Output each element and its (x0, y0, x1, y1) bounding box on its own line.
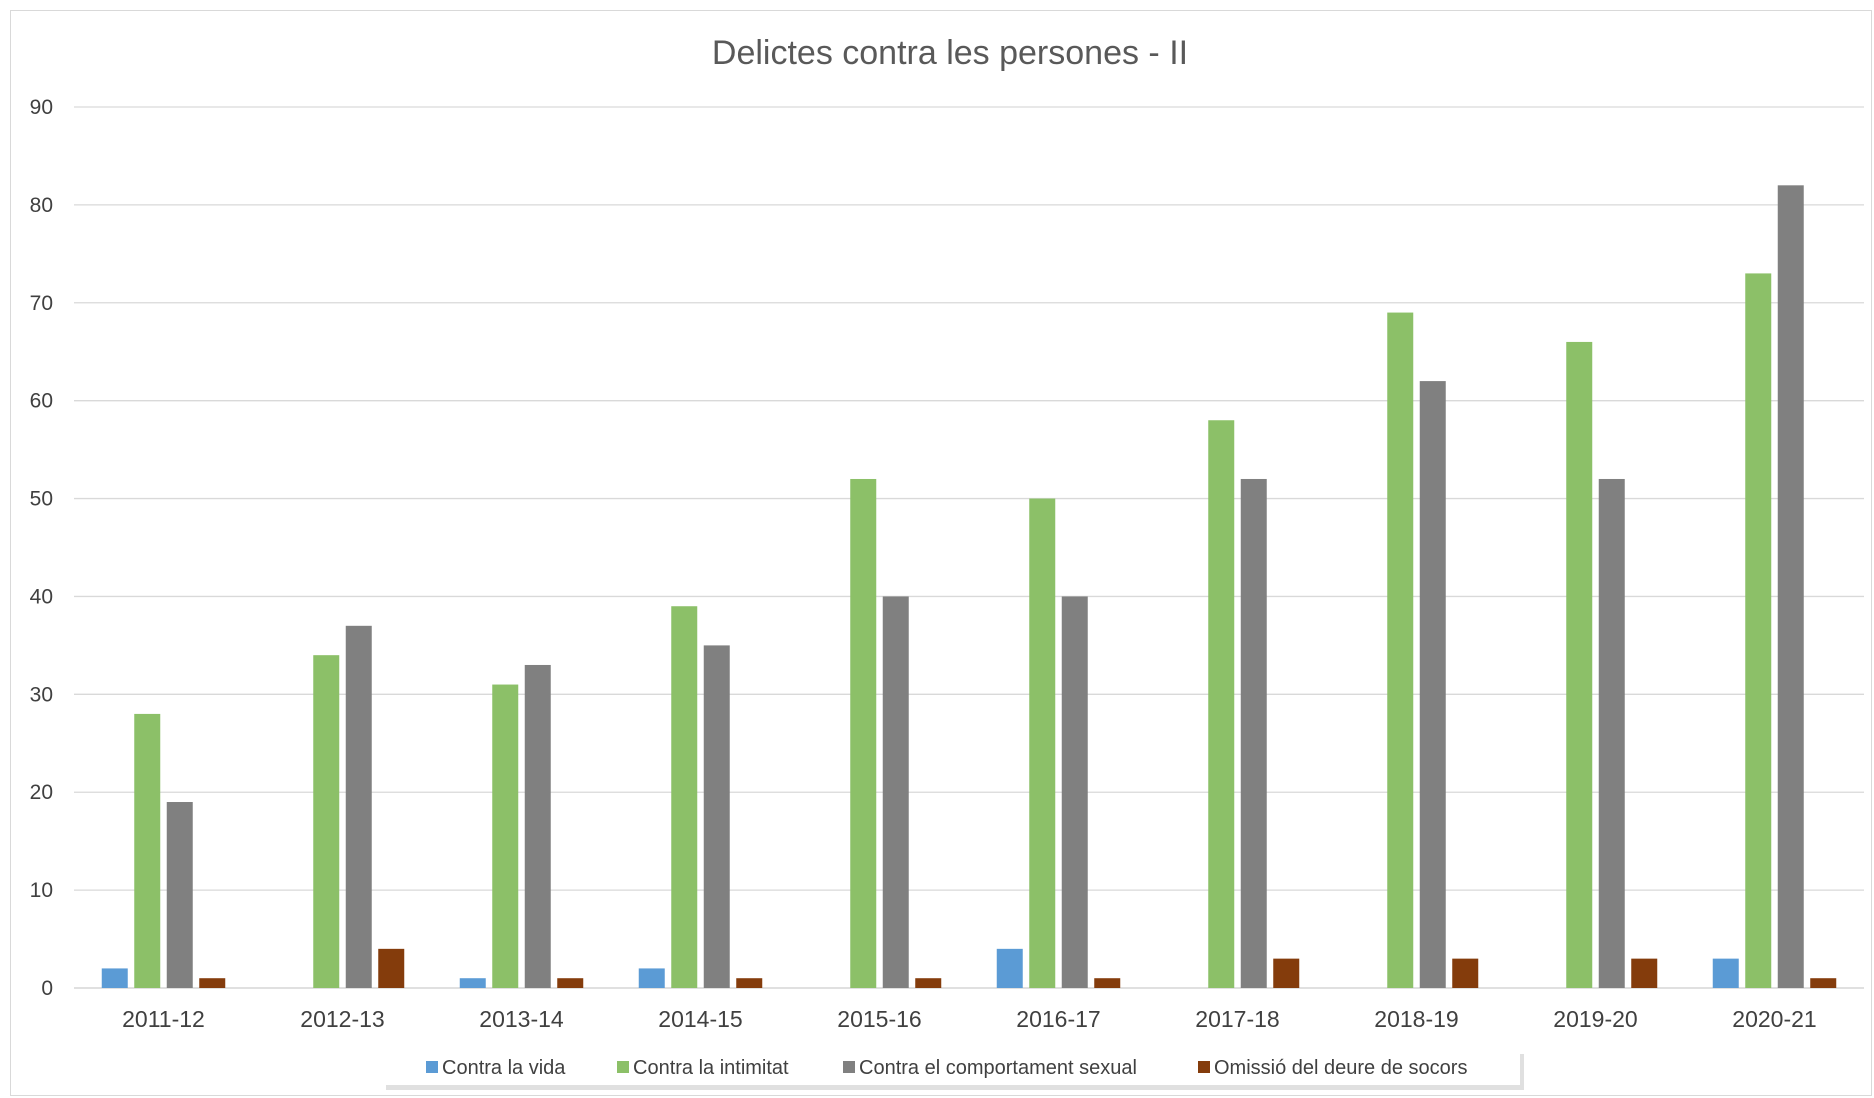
x-tick-label: 2012-13 (300, 1006, 384, 1032)
bar-omissi-del-deure-de-socors-2019-20 (1631, 958, 1658, 988)
chart-title: Delictes contra les persones - II (712, 34, 1188, 72)
bar-omissi-del-deure-de-socors-2015-16 (915, 978, 942, 988)
x-tick-label: 2020-21 (1732, 1006, 1816, 1032)
bar-omissi-del-deure-de-socors-2013-14 (557, 978, 584, 988)
bar-omissi-del-deure-de-socors-2016-17 (1094, 978, 1121, 988)
bar-omissi-del-deure-de-socors-2012-13 (378, 948, 405, 988)
legend-swatch (1198, 1061, 1210, 1073)
legend-swatch (426, 1061, 438, 1073)
y-tick-label: 10 (30, 879, 53, 902)
bar-contra-el-comportament-sexual-2016-17 (1061, 596, 1088, 988)
bar-contra-la-intimitat-2011-12 (134, 713, 161, 988)
x-tick-label: 2018-19 (1374, 1006, 1458, 1032)
bar-contra-la-intimitat-2015-16 (850, 478, 877, 988)
bar-contra-la-vida-2020-21 (1712, 958, 1739, 988)
y-tick-label: 90 (30, 96, 53, 119)
bar-omissi-del-deure-de-socors-2017-18 (1273, 958, 1300, 988)
x-tick-label: 2019-20 (1553, 1006, 1637, 1032)
bar-contra-el-comportament-sexual-2017-18 (1240, 478, 1267, 988)
x-tick-label: 2013-14 (479, 1006, 564, 1032)
bar-contra-el-comportament-sexual-2013-14 (524, 664, 551, 988)
bar-contra-la-intimitat-2020-21 (1745, 273, 1772, 988)
bar-contra-la-intimitat-2012-13 (313, 655, 340, 988)
bar-omissi-del-deure-de-socors-2020-21 (1810, 978, 1837, 988)
bar-contra-el-comportament-sexual-2019-20 (1598, 478, 1625, 988)
x-axis-ticks: 2011-12 2012-13 2013-14 2014-15 2015-16 2016-… (122, 1006, 1817, 1032)
bar-omissi-del-deure-de-socors-2011-12 (199, 978, 226, 988)
bar-contra-el-comportament-sexual-2012-13 (345, 625, 372, 988)
y-tick-label: 60 (30, 390, 53, 413)
bars (101, 185, 1837, 989)
y-tick-label: 70 (30, 292, 53, 315)
y-tick-label: 30 (30, 683, 53, 706)
bar-contra-la-vida-2014-15 (638, 968, 665, 988)
legend-label: Omissió del deure de socors (1214, 1057, 1467, 1079)
legend-swatch (617, 1061, 629, 1073)
bar-contra-la-vida-2013-14 (459, 978, 486, 988)
y-tick-label: 80 (30, 194, 53, 217)
y-axis-ticks: 0 10 20 30 40 50 60 70 80 90 (30, 96, 53, 1000)
legend-box (382, 1049, 1520, 1085)
bar-contra-la-vida-2011-12 (101, 968, 128, 988)
bar-contra-el-comportament-sexual-2011-12 (166, 802, 193, 988)
bar-omissi-del-deure-de-socors-2018-19 (1452, 958, 1479, 988)
y-tick-label: 0 (41, 977, 53, 1000)
y-tick-label: 40 (30, 585, 53, 608)
bar-contra-la-intimitat-2014-15 (671, 606, 698, 988)
x-tick-label: 2011-12 (122, 1006, 205, 1032)
bar-contra-la-intimitat-2017-18 (1208, 420, 1235, 988)
y-tick-label: 20 (30, 781, 53, 804)
x-tick-label: 2017-18 (1195, 1006, 1279, 1032)
bar-contra-la-intimitat-2018-19 (1387, 312, 1414, 989)
bar-contra-el-comportament-sexual-2018-19 (1419, 381, 1446, 989)
bar-contra-la-vida-2016-17 (996, 948, 1023, 988)
y-tick-label: 50 (30, 488, 53, 511)
legend-label: Contra la vida (442, 1057, 566, 1079)
x-tick-label: 2014-15 (658, 1006, 742, 1032)
bar-contra-la-intimitat-2016-17 (1029, 498, 1056, 988)
bar-contra-el-comportament-sexual-2020-21 (1777, 185, 1804, 989)
legend-label: Contra el comportament sexual (859, 1057, 1137, 1079)
gridlines (74, 106, 1864, 989)
legend-label: Contra la intimitat (633, 1057, 789, 1079)
bar-contra-la-intimitat-2019-20 (1566, 341, 1593, 988)
x-tick-label: 2016-17 (1016, 1006, 1100, 1032)
legend: Contra la vida Contra la intimitat Contra … (382, 1049, 1524, 1090)
bar-contra-la-intimitat-2013-14 (492, 684, 519, 988)
bar-omissi-del-deure-de-socors-2014-15 (736, 978, 763, 988)
bar-contra-el-comportament-sexual-2014-15 (703, 645, 730, 988)
legend-swatch (843, 1061, 855, 1073)
x-tick-label: 2015-16 (837, 1006, 921, 1032)
bar-contra-el-comportament-sexual-2015-16 (882, 596, 909, 988)
